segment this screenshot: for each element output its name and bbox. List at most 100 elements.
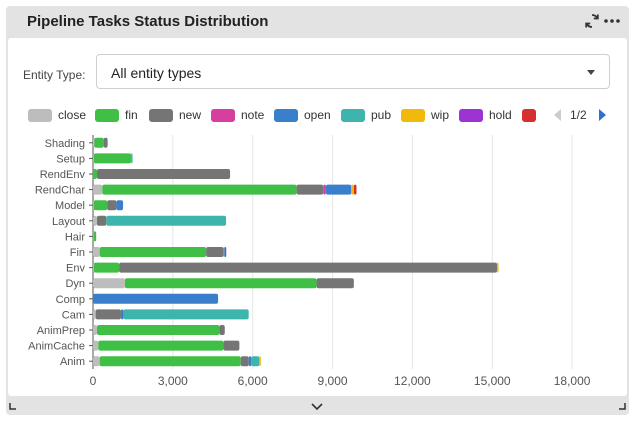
- legend-item-open[interactable]: open: [274, 105, 331, 125]
- bar-Dyn-close[interactable]: [93, 278, 125, 289]
- bar-Cam-close[interactable]: [93, 309, 96, 320]
- bar-Env-wip[interactable]: [497, 262, 499, 273]
- chevron-down-icon: [587, 70, 595, 75]
- bar-Model-new[interactable]: [107, 200, 117, 211]
- y-tick-label: Fin: [70, 247, 85, 259]
- bar-Setup-fin[interactable]: [93, 153, 132, 164]
- legend-swatch: [211, 108, 235, 122]
- bar-Env-new[interactable]: [119, 262, 498, 273]
- bar-Anim-close[interactable]: [93, 356, 100, 367]
- legend-label: fin: [125, 108, 138, 122]
- y-tick-label: Comp: [56, 294, 85, 306]
- bar-Hair-fin[interactable]: [93, 231, 97, 242]
- bar-Shading-close[interactable]: [93, 137, 95, 148]
- bar-RendChar-extra[interactable]: [353, 184, 357, 195]
- resize-handle-right-icon[interactable]: [619, 403, 626, 410]
- y-tick-label: Cam: [62, 309, 85, 321]
- x-tick-label: 0: [90, 374, 97, 388]
- legend-label: note: [241, 108, 265, 122]
- legend-next-icon[interactable]: [598, 108, 608, 125]
- legend-item-close[interactable]: close: [28, 105, 86, 125]
- bar-Shading-new[interactable]: [103, 137, 108, 148]
- legend-swatch: [459, 108, 483, 122]
- y-tick-label: RendChar: [35, 185, 85, 197]
- entity-type-select[interactable]: All entity types: [96, 54, 610, 89]
- y-tick-label: Shading: [45, 138, 85, 150]
- bar-AnimCache-new[interactable]: [223, 340, 240, 351]
- bar-RendChar-new[interactable]: [296, 184, 324, 195]
- bar-AnimPrep-fin[interactable]: [96, 325, 220, 335]
- more-options-icon[interactable]: [601, 10, 623, 32]
- bar-Dyn-fin[interactable]: [124, 278, 317, 289]
- resize-handle-left-icon[interactable]: [9, 403, 16, 410]
- entity-type-value: All entity types: [111, 65, 202, 81]
- bar-RendEnv-new[interactable]: [96, 169, 231, 179]
- chevron-down-icon[interactable]: [311, 403, 323, 411]
- y-tick-label: AnimPrep: [37, 325, 85, 337]
- bar-Anim-new[interactable]: [240, 356, 249, 367]
- x-tick-label: 3,000: [158, 374, 188, 388]
- bar-Fin-hold[interactable]: [224, 247, 227, 257]
- y-tick-label: Hair: [65, 231, 86, 243]
- legend-swatch: [401, 108, 425, 122]
- legend-item-pub[interactable]: pub: [341, 105, 391, 125]
- entity-type-label: Entity Type:: [23, 68, 86, 82]
- bar-Fin-close[interactable]: [93, 247, 100, 257]
- legend-item-hold[interactable]: hold: [459, 105, 512, 125]
- bar-Comp-open[interactable]: [93, 293, 219, 304]
- x-tick-label: 18,000: [554, 374, 591, 388]
- x-tick-label: 9,000: [318, 374, 348, 388]
- bar-Cam-open[interactable]: [120, 309, 124, 320]
- legend-label: wip: [431, 108, 450, 122]
- bar-RendChar-close[interactable]: [93, 184, 103, 195]
- bar-Fin-new[interactable]: [206, 247, 224, 257]
- legend-item-fin[interactable]: fin: [95, 105, 138, 125]
- bar-Anim-wip[interactable]: [259, 356, 261, 367]
- refresh-icon[interactable]: [581, 10, 603, 32]
- bar-Layout-pub[interactable]: [106, 215, 227, 226]
- bar-chart: 0 3,000 6,000 9,000 12,000 15,000 18,000 Shadin…: [28, 135, 591, 388]
- bar-RendChar-open[interactable]: [325, 184, 352, 195]
- bar-Fin-pub[interactable]: [223, 247, 225, 257]
- legend-label: new: [179, 108, 202, 122]
- bar-AnimPrep-close[interactable]: [93, 325, 97, 335]
- bar-Env-fin[interactable]: [93, 262, 120, 273]
- chart-body: Entity Type: All entity types close fin ne…: [8, 38, 627, 396]
- y-tick-label: Setup: [56, 153, 85, 165]
- bar-Model-open[interactable]: [116, 200, 124, 211]
- bar-Layout-new[interactable]: [96, 215, 107, 226]
- bar-AnimCache-fin[interactable]: [98, 340, 224, 351]
- bar-AnimCache-close[interactable]: [93, 340, 99, 351]
- bar-Anim-pub[interactable]: [251, 356, 260, 367]
- bar-AnimPrep-new[interactable]: [219, 325, 225, 335]
- bar-Cam-pub[interactable]: [123, 309, 249, 320]
- legend-prev-icon[interactable]: [552, 108, 562, 125]
- bar-Anim-open[interactable]: [248, 356, 252, 367]
- y-tick-label: AnimCache: [28, 341, 85, 353]
- x-tick-label: 15,000: [474, 374, 511, 388]
- bar-Dyn-new[interactable]: [316, 278, 354, 289]
- bar-Anim-fin[interactable]: [99, 356, 241, 367]
- legend-swatch: [274, 108, 298, 122]
- bar-Cam-new[interactable]: [95, 309, 121, 320]
- legend-item-new[interactable]: new: [149, 105, 201, 125]
- legend-swatch: [28, 108, 52, 122]
- bar-Setup-pub[interactable]: [131, 153, 133, 164]
- y-tick-label: Env: [66, 263, 85, 275]
- bar-Model-fin[interactable]: [93, 200, 108, 211]
- legend-item-extra[interactable]: [522, 105, 542, 125]
- bar-RendChar-fin[interactable]: [102, 184, 297, 195]
- x-tick-label: 6,000: [238, 374, 268, 388]
- bar-Shading-fin[interactable]: [94, 137, 104, 148]
- bar-Layout-close[interactable]: [93, 215, 97, 226]
- legend-page-indicator: 1/2: [570, 108, 587, 122]
- legend-swatch: [95, 108, 119, 122]
- bar-Fin-fin[interactable]: [99, 247, 207, 257]
- bar-RendChar-wip[interactable]: [351, 184, 354, 195]
- legend-swatch: [522, 108, 536, 122]
- legend-item-wip[interactable]: wip: [401, 105, 449, 125]
- bar-RendEnv-fin[interactable]: [93, 169, 97, 179]
- bar-RendChar-note[interactable]: [323, 184, 326, 195]
- legend-item-note[interactable]: note: [211, 105, 264, 125]
- legend: close fin new note open pub wip hold 1/2: [8, 105, 627, 125]
